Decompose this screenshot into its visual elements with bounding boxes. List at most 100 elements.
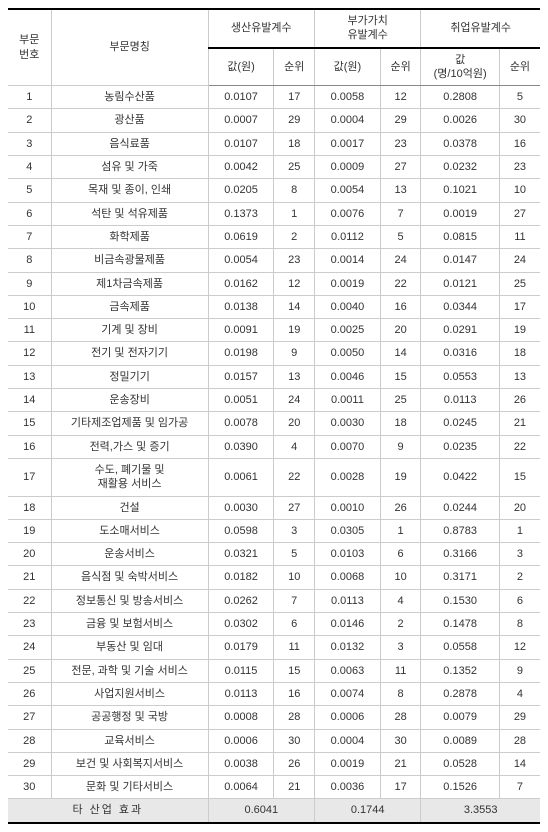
row-v2: 0.0036 — [314, 776, 380, 799]
footer-total2: 0.1744 — [314, 799, 420, 823]
table-row: 6석탄 및 석유제품0.137310.007670.001927 — [8, 202, 540, 225]
table-row: 10금속제품0.0138140.0040160.034417 — [8, 295, 540, 318]
row-v1: 0.0038 — [208, 752, 274, 775]
row-r2: 29 — [380, 109, 421, 132]
row-r1: 8 — [274, 179, 315, 202]
row-num: 16 — [8, 435, 51, 458]
table-row: 1농림수산품0.0107170.0058120.28085 — [8, 86, 540, 109]
row-v3: 0.8783 — [421, 519, 500, 542]
table-row: 20운송서비스0.032150.010360.31663 — [8, 543, 540, 566]
row-v1: 0.0107 — [208, 132, 274, 155]
row-v1: 0.0182 — [208, 566, 274, 589]
row-r1: 4 — [274, 435, 315, 458]
header-rank1: 순위 — [274, 48, 315, 86]
row-name: 도소매서비스 — [51, 519, 208, 542]
row-num: 3 — [8, 132, 51, 155]
row-r3: 11 — [499, 225, 540, 248]
row-r1: 29 — [274, 109, 315, 132]
row-r1: 11 — [274, 636, 315, 659]
table-row: 13정밀기기0.0157130.0046150.055313 — [8, 365, 540, 388]
row-v2: 0.0019 — [314, 752, 380, 775]
row-v3: 0.0089 — [421, 729, 500, 752]
row-v3: 0.0245 — [421, 412, 500, 435]
row-r2: 24 — [380, 249, 421, 272]
data-table: 부문번호 부문명칭 생산유발계수 부가가치유발계수 취업유발계수 값(원) 순위… — [8, 8, 540, 824]
row-name: 정밀기기 — [51, 365, 208, 388]
row-num: 6 — [8, 202, 51, 225]
row-v3: 0.0344 — [421, 295, 500, 318]
row-r3: 16 — [499, 132, 540, 155]
row-v3: 0.2878 — [421, 682, 500, 705]
row-r1: 17 — [274, 86, 315, 109]
row-r3: 21 — [499, 412, 540, 435]
row-v1: 0.0061 — [208, 458, 274, 496]
row-v3: 0.0147 — [421, 249, 500, 272]
row-num: 1 — [8, 86, 51, 109]
row-v2: 0.0025 — [314, 319, 380, 342]
row-r3: 5 — [499, 86, 540, 109]
row-r1: 25 — [274, 156, 315, 179]
row-r1: 26 — [274, 752, 315, 775]
row-name: 교육서비스 — [51, 729, 208, 752]
row-v2: 0.0305 — [314, 519, 380, 542]
row-v3: 0.1530 — [421, 589, 500, 612]
row-num: 15 — [8, 412, 51, 435]
row-num: 9 — [8, 272, 51, 295]
row-r1: 30 — [274, 729, 315, 752]
table-row: 17수도, 폐기물 및재활용 서비스0.0061220.0028190.0422… — [8, 458, 540, 496]
row-v1: 0.0157 — [208, 365, 274, 388]
row-v2: 0.0028 — [314, 458, 380, 496]
row-r3: 8 — [499, 613, 540, 636]
row-r3: 7 — [499, 776, 540, 799]
row-v1: 0.0262 — [208, 589, 274, 612]
row-v2: 0.0010 — [314, 496, 380, 519]
row-r2: 28 — [380, 706, 421, 729]
row-v1: 0.0054 — [208, 249, 274, 272]
row-v2: 0.0146 — [314, 613, 380, 636]
row-num: 7 — [8, 225, 51, 248]
row-name: 전문, 과학 및 기술 서비스 — [51, 659, 208, 682]
row-name: 석탄 및 석유제품 — [51, 202, 208, 225]
row-v3: 0.0235 — [421, 435, 500, 458]
row-v3: 0.0553 — [421, 365, 500, 388]
row-num: 17 — [8, 458, 51, 496]
header-val2: 값(원) — [314, 48, 380, 86]
table-row: 3음식료품0.0107180.0017230.037816 — [8, 132, 540, 155]
row-v2: 0.0019 — [314, 272, 380, 295]
header-sector-name: 부문명칭 — [51, 9, 208, 86]
row-r2: 9 — [380, 435, 421, 458]
row-r3: 22 — [499, 435, 540, 458]
row-num: 14 — [8, 389, 51, 412]
row-num: 8 — [8, 249, 51, 272]
row-num: 30 — [8, 776, 51, 799]
row-name: 기계 및 장비 — [51, 319, 208, 342]
row-r1: 2 — [274, 225, 315, 248]
row-v2: 0.0054 — [314, 179, 380, 202]
row-r1: 28 — [274, 706, 315, 729]
row-num: 19 — [8, 519, 51, 542]
row-r3: 28 — [499, 729, 540, 752]
header-group2: 부가가치유발계수 — [314, 9, 420, 48]
row-name: 사업지원서비스 — [51, 682, 208, 705]
row-r2: 19 — [380, 458, 421, 496]
table-row: 8비금속광물제품0.0054230.0014240.014724 — [8, 249, 540, 272]
row-name: 수도, 폐기물 및재활용 서비스 — [51, 458, 208, 496]
row-v1: 0.0091 — [208, 319, 274, 342]
table-row: 27공공행정 및 국방0.0008280.0006280.007929 — [8, 706, 540, 729]
row-v2: 0.0112 — [314, 225, 380, 248]
table-row: 19도소매서비스0.059830.030510.87831 — [8, 519, 540, 542]
row-name: 목재 및 종이, 인쇄 — [51, 179, 208, 202]
row-v1: 0.0198 — [208, 342, 274, 365]
row-v1: 0.0107 — [208, 86, 274, 109]
row-v1: 0.0302 — [208, 613, 274, 636]
row-name: 부동산 및 임대 — [51, 636, 208, 659]
row-name: 화학제품 — [51, 225, 208, 248]
row-r1: 23 — [274, 249, 315, 272]
row-v1: 0.0321 — [208, 543, 274, 566]
row-r3: 10 — [499, 179, 540, 202]
row-num: 10 — [8, 295, 51, 318]
row-v1: 0.0390 — [208, 435, 274, 458]
row-num: 12 — [8, 342, 51, 365]
row-v1: 0.1373 — [208, 202, 274, 225]
row-v3: 0.0232 — [421, 156, 500, 179]
